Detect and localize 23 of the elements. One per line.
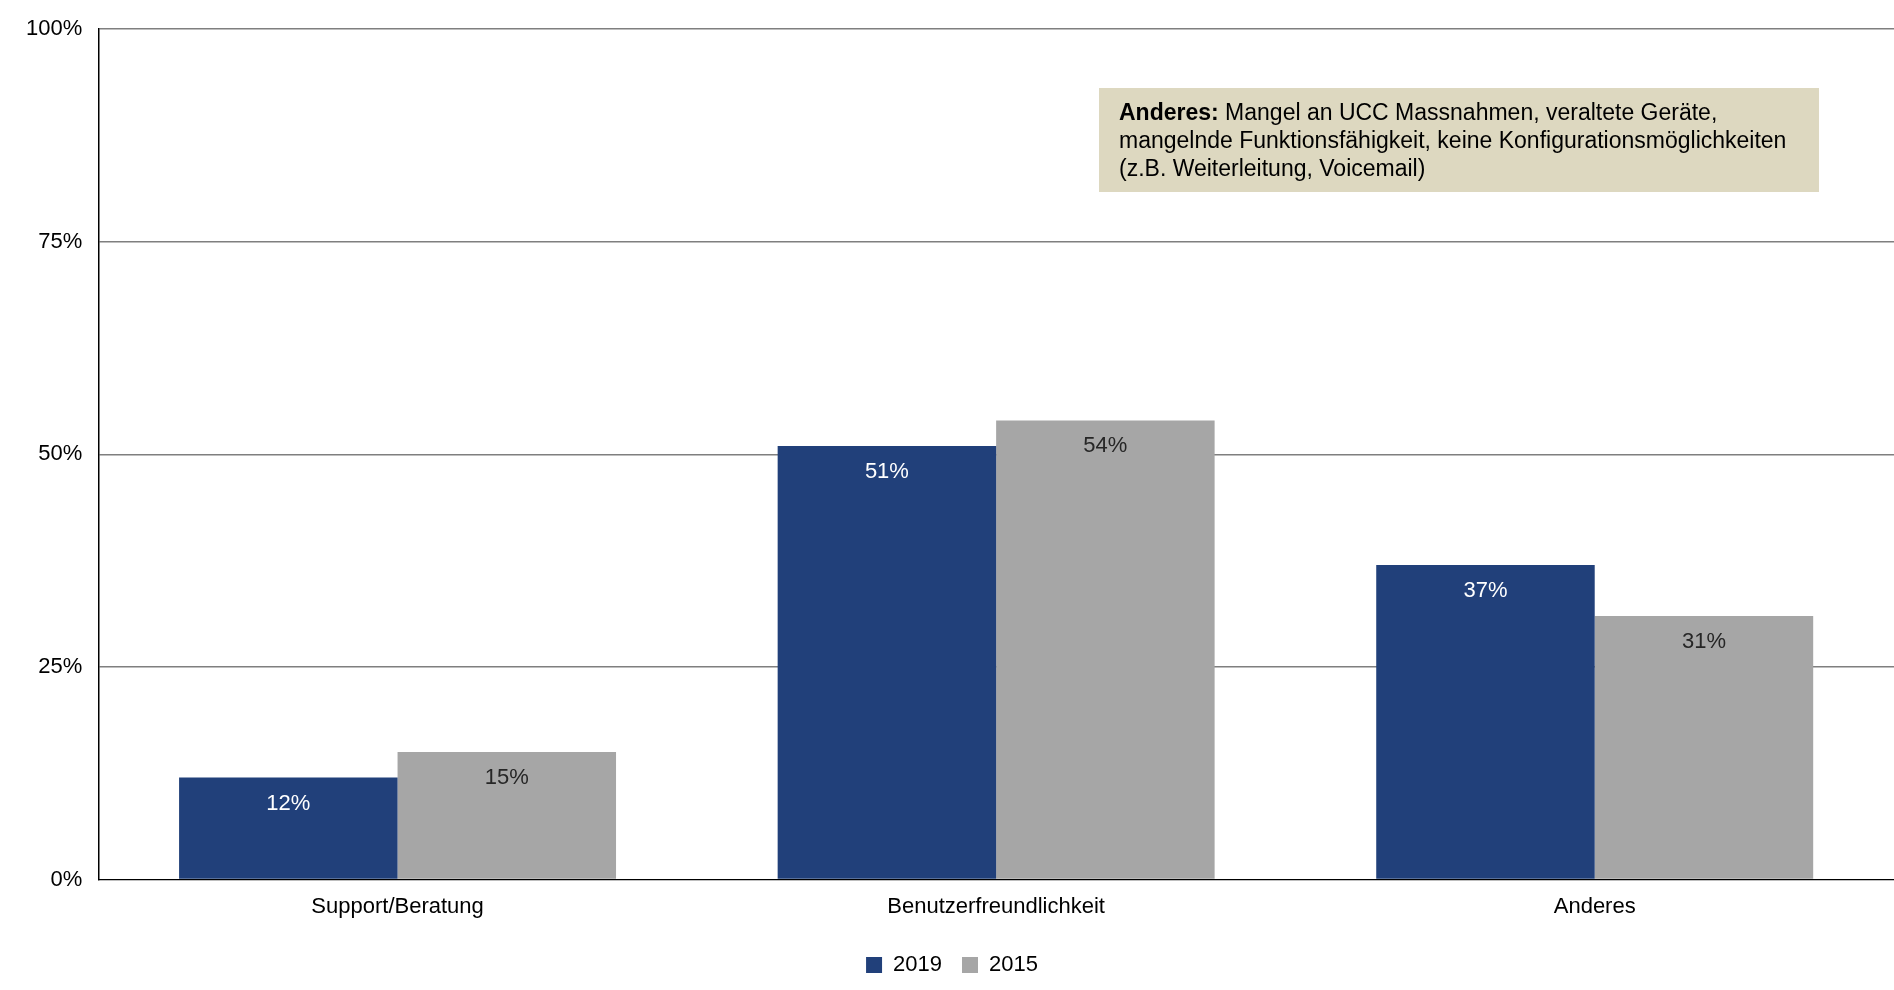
- y-tick-label: 0%: [50, 865, 83, 891]
- y-tick-label: 100%: [25, 15, 83, 41]
- legend-label: 2019: [893, 951, 943, 977]
- y-tick-label: 50%: [38, 440, 83, 466]
- x-tick-label: Benutzerfreundlichkeit: [887, 892, 1105, 918]
- bar: [1594, 615, 1814, 879]
- data-label: 37%: [1463, 577, 1508, 603]
- bar: [397, 752, 617, 879]
- bar: [1376, 564, 1595, 879]
- data-label: 51%: [864, 457, 909, 483]
- y-tick-label: 25%: [38, 653, 83, 679]
- bar: [996, 420, 1215, 879]
- annotation: Anderes: Mangel an UCC Massnahmen, veraltete Geräte, mangelnde Funktionsfähigkeit, keine Konfigurationsmöglichkeiten (z.B. Weiterleitung, Voicemail): [1119, 99, 1787, 181]
- data-label: 54%: [1083, 432, 1128, 458]
- y-tick-label: 75%: [38, 227, 83, 253]
- data-label: 12%: [266, 789, 311, 815]
- legend-label: 2015: [989, 951, 1038, 977]
- bar: [179, 777, 398, 879]
- data-label: 31%: [1681, 628, 1726, 654]
- bar: [777, 445, 997, 879]
- x-tick-label: Anderes: [1553, 892, 1636, 918]
- x-tick-label: Support/Beratung: [311, 892, 484, 918]
- data-label: 15%: [484, 764, 529, 790]
